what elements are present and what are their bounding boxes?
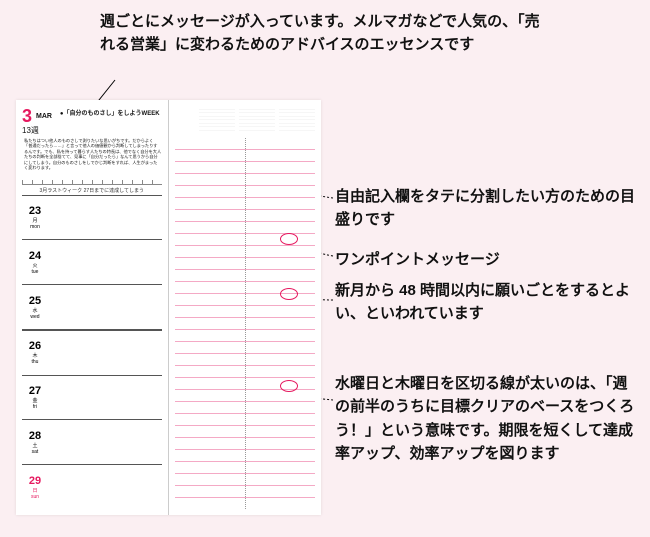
planner-spread: 3 MAR ●「自分のものさし」をしようWEEK 13週 私たちはつい他人のもの… [16,100,321,515]
mini-cal [199,106,235,132]
weekly-message: 私たちはつい他人のものさしで測りたいな思いがちです。だからよく「普通だったら……… [24,138,162,171]
day-dow: 日sun [24,487,46,500]
scale-ticks [22,175,162,185]
day-column: 23月mon24火tue25水wed26木thu27金fri28土sat29日s… [22,195,162,509]
day-dow: 土sat [24,442,46,455]
day-row: 23月mon [22,195,162,240]
day-row: 26木thu [22,329,162,375]
side-annotation: 新月から 48 時間以内に願いごとをするとよい、といわれています [335,279,636,326]
week-title: ●「自分のものさし」をしようWEEK [58,106,162,117]
month-number: 3 [22,106,32,127]
highlight-circle [280,233,298,245]
ruled-lines-area [175,138,316,509]
mini-calendars [175,106,316,132]
mini-cal [239,106,275,132]
day-date: 25 [24,295,46,307]
planner-header: 3 MAR ●「自分のものさし」をしようWEEK [22,106,162,127]
month-label: MAR [36,113,52,120]
day-date: 29 [24,475,46,487]
highlight-circle [280,288,298,300]
side-annotation: ワンポイントメッセージ [335,248,636,271]
week-number: 13週 [22,125,162,136]
side-annotation: 自由記入欄をタテに分割したい方のための目盛りです [335,185,636,232]
day-row: 27金fri [22,375,162,420]
day-date: 24 [24,250,46,262]
day-row: 25水wed [22,284,162,329]
day-row: 28土sat [22,419,162,464]
page-right-note: 3月ラストウィーク 27日までに達成してしまう [22,187,162,194]
planner-right-page [169,100,322,515]
day-row: 24火tue [22,239,162,284]
mini-cal [279,106,315,132]
day-dow: 金fri [24,397,46,410]
side-annotation: 水曜日と木曜日を区切る線が太いのは、「週の前半のうちに目標クリアのベースをつくろ… [335,372,636,465]
day-date: 26 [24,340,46,352]
highlight-circle [280,380,298,392]
day-date: 28 [24,430,46,442]
top-message: 週ごとにメッセージが入っています。メルマガなどで人気の、「売れる営業」に変わるた… [100,10,540,57]
day-row: 29日sun [22,464,162,509]
planner-left-page: 3 MAR ●「自分のものさし」をしようWEEK 13週 私たちはつい他人のもの… [16,100,169,515]
day-date: 23 [24,205,46,217]
day-dow: 火tue [24,262,46,275]
day-date: 27 [24,385,46,397]
day-dow: 月mon [24,217,46,230]
day-dow: 木thu [24,352,46,365]
day-dow: 水wed [24,307,46,320]
